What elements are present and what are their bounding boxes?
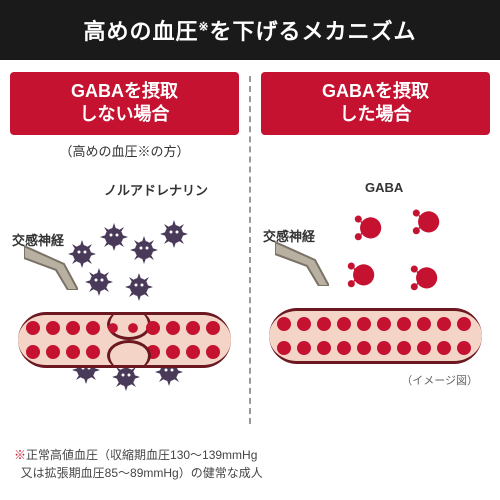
label-noradrenaline: ノルアドレナリン <box>104 180 208 199</box>
panel-left-title-l2: しない場合 <box>80 104 170 124</box>
gaba-molecule-icon <box>411 206 441 236</box>
footnote-marker: ※ <box>14 448 26 462</box>
panel-left: GABAを摂取 しない場合 （高めの血圧※の方） ノルアドレナリン 交感神経 <box>0 60 249 440</box>
footnote-line2: 又は拡張期血圧85～89mmHg）の健常な成人 <box>21 466 263 480</box>
panel-left-title-l1: GABAを摂取 <box>71 81 178 101</box>
panel-right: GABAを摂取 した場合 GABA 交感神経 <box>251 60 500 440</box>
blood-cells-row <box>26 345 223 359</box>
virus-icon <box>85 268 113 296</box>
label-gaba: GABA <box>365 180 403 195</box>
header-title-pre: 高めの血圧 <box>83 19 198 44</box>
panel-right-title-l2: した場合 <box>340 104 412 124</box>
blood-cells-row <box>277 317 474 331</box>
footnote-line1: 正常高値血圧（収縮期血圧130～139mmHg <box>26 448 257 462</box>
panel-left-title: GABAを摂取 しない場合 <box>10 72 239 135</box>
virus-icon <box>100 223 128 251</box>
gaba-molecule-icon <box>409 262 439 292</box>
blood-vessel-left <box>18 312 231 368</box>
panel-left-sub: （高めの血圧※の方） <box>10 141 239 160</box>
gaba-molecule-icon <box>353 212 383 242</box>
panel-right-sub <box>261 141 490 156</box>
vessel-body <box>18 312 231 368</box>
header-sup: ※ <box>198 20 209 34</box>
image-note: （イメージ図） <box>401 372 478 388</box>
panel-right-title: GABAを摂取 した場合 <box>261 72 490 135</box>
virus-icon <box>160 220 188 248</box>
panel-right-title-l1: GABAを摂取 <box>322 81 429 101</box>
blood-cells-row <box>26 321 223 335</box>
virus-icon <box>130 236 158 264</box>
blood-vessel-right <box>269 308 482 364</box>
virus-icon <box>68 240 96 268</box>
gaba-molecule-icon <box>346 259 376 289</box>
header-title-post: を下げるメカニズム <box>210 19 417 44</box>
nerve-icon <box>275 242 329 286</box>
header: 高めの血圧※を下げるメカニズム <box>0 0 500 60</box>
diagram-left: ノルアドレナリン 交感神経 <box>10 168 239 398</box>
panels: GABAを摂取 しない場合 （高めの血圧※の方） ノルアドレナリン 交感神経 <box>0 60 500 440</box>
vessel-body <box>269 308 482 364</box>
footnote: ※正常高値血圧（収縮期血圧130～139mmHg 又は拡張期血圧85～89mmH… <box>0 440 500 492</box>
virus-icon <box>125 273 153 301</box>
blood-cells-row <box>277 341 474 355</box>
diagram-right: GABA 交感神経 （イメージ図） <box>261 164 490 394</box>
